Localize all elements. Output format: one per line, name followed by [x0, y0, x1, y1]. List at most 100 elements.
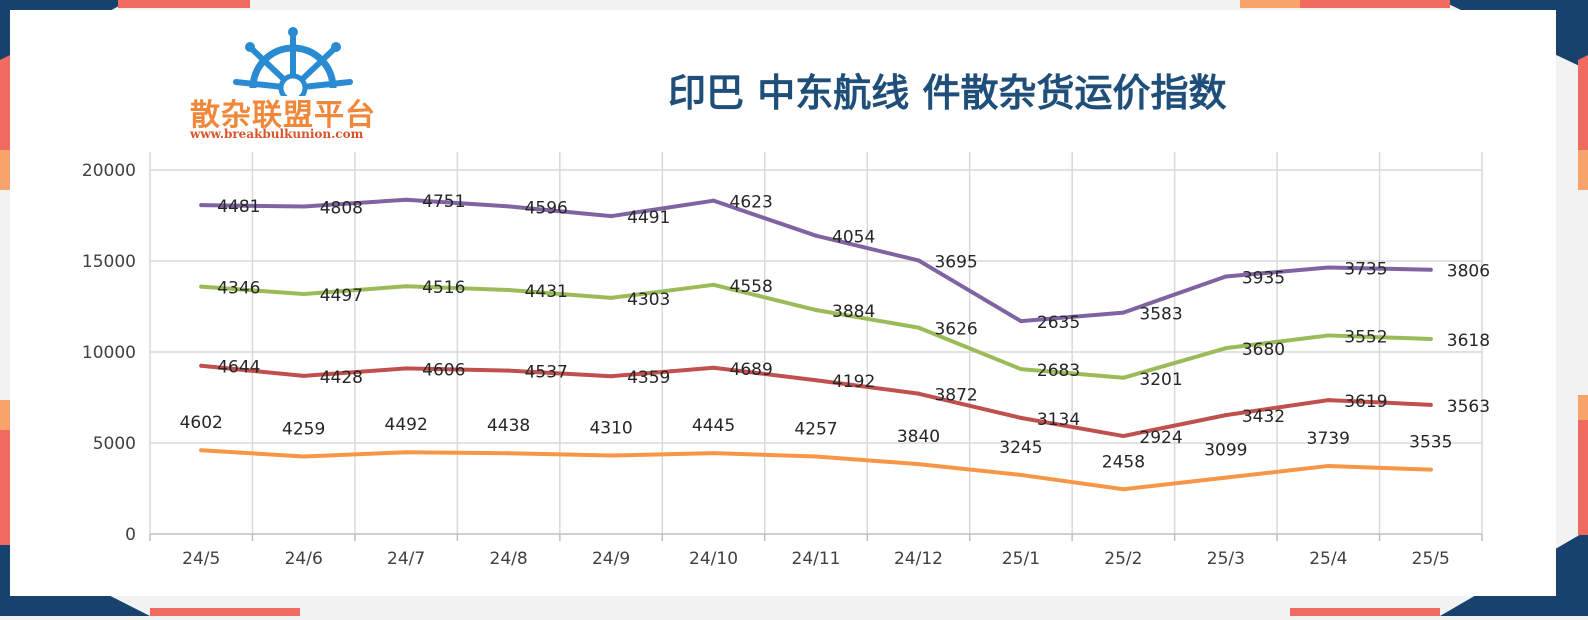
data-point	[506, 288, 511, 293]
logo-url: www.breakbulkunion.com	[190, 127, 364, 141]
y-tick-label: 20000	[82, 161, 136, 181]
data-label: 3884	[832, 302, 875, 322]
data-point	[506, 451, 511, 456]
data-label: 4428	[320, 368, 363, 388]
frame-strip	[1578, 150, 1588, 190]
x-tick-label: 24/6	[285, 549, 323, 569]
data-label: 4481	[217, 197, 260, 217]
data-label: 4303	[627, 290, 670, 310]
x-tick-label: 24/9	[592, 549, 630, 569]
data-label: 2924	[1139, 428, 1182, 448]
x-tick-label: 25/4	[1309, 549, 1347, 569]
data-label: 4644	[217, 358, 260, 378]
data-point	[301, 373, 306, 378]
data-point	[1428, 336, 1433, 341]
wheel-handle	[288, 27, 298, 37]
frame-strip	[1578, 420, 1588, 535]
x-tick-label: 25/5	[1412, 549, 1450, 569]
y-tick-label: 0	[125, 525, 136, 545]
data-point	[1428, 402, 1433, 407]
data-point	[814, 233, 818, 238]
data-label: 3735	[1344, 259, 1387, 279]
data-point	[916, 258, 921, 263]
x-tick-label: 25/1	[1002, 549, 1040, 569]
data-point	[609, 374, 614, 379]
y-tick-label: 10000	[82, 343, 136, 363]
data-point	[1326, 463, 1331, 468]
data-point	[609, 453, 614, 458]
data-label: 3872	[934, 386, 977, 406]
x-tick-label: 25/3	[1207, 549, 1245, 569]
data-point	[199, 203, 204, 208]
frame-strip	[0, 430, 10, 545]
data-label: 4257	[794, 420, 837, 440]
data-point	[1223, 346, 1228, 351]
data-point	[916, 391, 921, 396]
data-point	[301, 204, 306, 209]
chart-title: 印巴 中东航线 件散杂货运价指数	[668, 71, 1227, 115]
data-label: 4808	[320, 199, 363, 219]
data-label: 4259	[282, 419, 325, 439]
frame-strip	[1300, 0, 1450, 8]
data-label: 4537	[525, 363, 568, 383]
data-label: 3563	[1447, 397, 1490, 417]
data-point	[711, 451, 716, 456]
wheel-handle	[245, 42, 255, 52]
data-label: 3552	[1344, 327, 1387, 347]
data-point	[199, 448, 204, 453]
data-label: 4346	[217, 279, 260, 299]
data-point	[404, 450, 409, 455]
data-point	[1121, 487, 1126, 492]
frame-strip	[1578, 55, 1588, 150]
data-label: 4438	[487, 416, 530, 436]
data-label: 3618	[1447, 331, 1490, 351]
data-point	[609, 295, 614, 300]
data-point	[199, 363, 204, 368]
data-label: 3680	[1242, 340, 1285, 360]
data-label: 2635	[1037, 313, 1080, 333]
data-label: 4497	[320, 286, 363, 306]
data-point	[301, 292, 306, 297]
data-label: 3806	[1447, 262, 1490, 282]
data-label: 4359	[627, 368, 670, 388]
data-point	[1223, 274, 1228, 279]
data-label: 3840	[897, 427, 940, 447]
frame-strip	[118, 0, 250, 8]
y-tick-label: 15000	[82, 252, 136, 272]
x-tick-label: 24/11	[792, 549, 841, 569]
data-label: 4192	[832, 372, 875, 392]
data-label: 4623	[730, 193, 773, 213]
data-point	[404, 366, 409, 371]
data-point	[1326, 333, 1331, 338]
data-point	[404, 284, 409, 289]
data-label: 2683	[1037, 361, 1080, 381]
x-tick-label: 24/10	[689, 549, 738, 569]
data-label: 4558	[730, 277, 773, 297]
data-point	[1018, 415, 1023, 420]
y-tick-label: 5000	[93, 434, 136, 454]
data-label: 3245	[999, 438, 1042, 458]
data-point	[1326, 265, 1331, 270]
data-label: 3432	[1242, 407, 1285, 427]
x-tick-label: 24/12	[894, 549, 943, 569]
data-point	[916, 325, 921, 330]
data-point	[1223, 475, 1228, 480]
data-label: 3619	[1344, 392, 1387, 412]
data-point	[711, 282, 716, 287]
data-point	[1018, 367, 1023, 372]
data-point	[814, 308, 818, 313]
data-point	[814, 378, 818, 383]
x-tick-label: 24/5	[182, 549, 220, 569]
data-point	[916, 462, 921, 467]
ship-wheel-icon	[233, 27, 353, 96]
data-label: 4689	[730, 360, 773, 380]
data-point	[1018, 319, 1023, 324]
data-label: 3134	[1037, 410, 1080, 430]
data-point	[1326, 398, 1331, 403]
x-tick-label: 25/2	[1104, 549, 1142, 569]
data-label: 3535	[1409, 433, 1452, 453]
frame-strip	[1578, 395, 1588, 420]
data-label: 4310	[589, 419, 632, 439]
data-label: 4751	[422, 192, 465, 212]
data-label: 3099	[1204, 441, 1247, 461]
